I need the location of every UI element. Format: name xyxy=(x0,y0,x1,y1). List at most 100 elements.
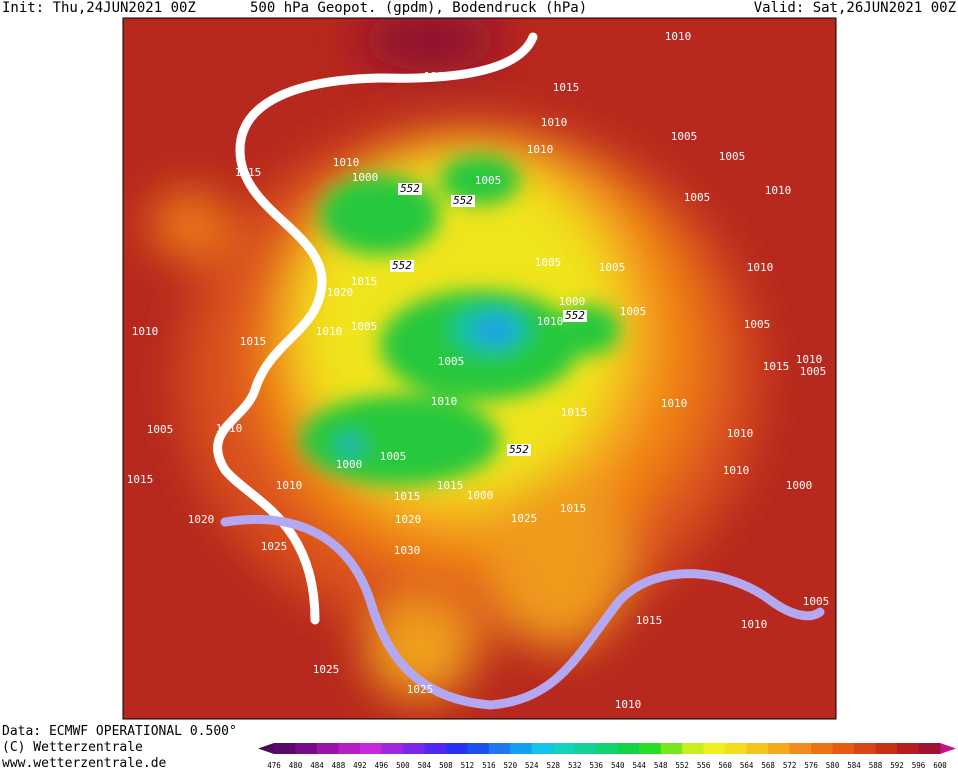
colorbar-label: 560 xyxy=(718,761,732,770)
isobar-label: 1005 xyxy=(684,191,711,204)
isobar-label: 1010 xyxy=(527,143,554,156)
isobar-label: 1005 xyxy=(475,174,502,187)
website: www.wetterzentrale.de xyxy=(2,756,167,770)
isobar-label: 1005 xyxy=(535,256,562,269)
colorbar-label: 540 xyxy=(611,761,625,770)
isobar-label: 1010 xyxy=(431,395,458,408)
map-title: 500 hPa Geopot. (gpdm), Bodendruck (hPa) xyxy=(250,0,587,16)
isobar-label: 1010 xyxy=(537,315,564,328)
isobar-label: 1000 xyxy=(352,171,379,184)
colorbar-label: 580 xyxy=(826,761,840,770)
isobar-label: 1015 xyxy=(561,406,588,419)
colorbar-label: 512 xyxy=(461,761,475,770)
colorbar-label: 600 xyxy=(933,761,947,770)
colorbar-segment xyxy=(553,743,576,754)
isobar-label: 1005 xyxy=(438,355,465,368)
colorbar-label: 528 xyxy=(547,761,561,770)
colorbar-segment xyxy=(617,743,640,754)
isobar-label: 1000 xyxy=(559,295,586,308)
isobar-label: 1005 xyxy=(800,365,827,378)
isobar-label: 1025 xyxy=(313,663,340,676)
isobar-label: 1000 xyxy=(424,70,451,83)
colorbar-label: 576 xyxy=(804,761,818,770)
isobar-label: 1010 xyxy=(216,422,243,435)
isobar-label: 1005 xyxy=(719,150,746,163)
valid-time: Valid: Sat,26JUN2021 00Z xyxy=(754,0,956,16)
colorbar-label: 476 xyxy=(267,761,281,770)
colorbar-label: 572 xyxy=(783,761,797,770)
isobar-label: 1015 xyxy=(560,502,587,515)
height-label-box xyxy=(451,195,475,207)
colorbar-segment xyxy=(274,743,296,754)
colorbar-arrow-right xyxy=(940,743,956,754)
isobar-label: 1025 xyxy=(511,512,538,525)
colorbar-segment xyxy=(338,743,361,754)
colorbar-segment xyxy=(639,743,662,754)
isobar-label: 1015 xyxy=(240,335,267,348)
colorbar-segment xyxy=(746,743,769,754)
colorbar-label: 492 xyxy=(353,761,367,770)
isobar-label: 1015 xyxy=(763,360,790,373)
colorbar-segment xyxy=(381,743,404,754)
isobar-label: 1005 xyxy=(147,423,174,436)
isobar-label: 1000 xyxy=(786,479,813,492)
colorbar-segment xyxy=(918,743,941,754)
isobar-label: 1020 xyxy=(395,513,422,526)
copyright: (C) Wetterzentrale xyxy=(2,740,143,755)
colorbar-segment xyxy=(445,743,468,754)
isobar-label: 1010 xyxy=(796,353,823,366)
colorbar-label: 556 xyxy=(697,761,711,770)
height-label: 552 xyxy=(400,182,420,195)
isobar-label: 1010 xyxy=(741,618,768,631)
isobar-label: 1005 xyxy=(803,595,830,608)
height-label-box xyxy=(398,183,422,195)
data-source: Data: ECMWF OPERATIONAL 0.500° xyxy=(2,724,237,739)
colorbar-segment xyxy=(596,743,619,754)
isobar-label: 1015 xyxy=(235,166,262,179)
colorbar-segment xyxy=(703,743,726,754)
colorbar-label: 480 xyxy=(289,761,303,770)
colorbar-segment xyxy=(359,743,382,754)
isobar-label: 1015 xyxy=(351,275,378,288)
isobar-label: 1005 xyxy=(671,130,698,143)
colorbar-label: 552 xyxy=(675,761,689,770)
isobar-label: 1000 xyxy=(467,489,494,502)
colorbar-segment xyxy=(789,743,812,754)
map-area xyxy=(123,18,836,719)
isobar-label: 1010 xyxy=(723,464,750,477)
isobar-label: 1005 xyxy=(599,261,626,274)
colorbar-segment xyxy=(574,743,597,754)
height-label: 552 xyxy=(565,309,585,322)
isobar-label: 1015 xyxy=(394,490,421,503)
colorbar-segment xyxy=(510,743,533,754)
colorbar-label: 496 xyxy=(375,761,389,770)
isobar-label: 1010 xyxy=(276,479,303,492)
isobar-label: 1010 xyxy=(615,698,642,711)
colorbar-segment xyxy=(832,743,855,754)
colorbar-label: 500 xyxy=(396,761,410,770)
map-frame xyxy=(122,17,837,720)
colorbar-segment xyxy=(811,743,834,754)
colorbar-segment xyxy=(402,743,425,754)
height-label: 552 xyxy=(509,443,529,456)
colorbar-label: 484 xyxy=(310,761,324,770)
colorbar-segment xyxy=(660,743,683,754)
colorbar-label: 584 xyxy=(847,761,861,770)
isobar-label: 1010 xyxy=(665,30,692,43)
low-height-field xyxy=(300,155,620,485)
colorbar-label: 516 xyxy=(482,761,496,770)
colorbar-label: 588 xyxy=(869,761,883,770)
colorbar-segment xyxy=(897,743,920,754)
isobar-label: 1010 xyxy=(333,156,360,169)
isobar-label: 1010 xyxy=(541,116,568,129)
colorbar-label: 596 xyxy=(912,761,926,770)
isobar-label: 1015 xyxy=(127,473,154,486)
colorbar-segment xyxy=(488,743,511,754)
isobar-label: 1020 xyxy=(327,286,354,299)
isobar-label: 1000 xyxy=(336,458,363,471)
colorbar-label: 504 xyxy=(418,761,432,770)
colorbar-label: 548 xyxy=(654,761,668,770)
colorbar-label: 524 xyxy=(525,761,539,770)
colorbar-segment xyxy=(316,743,339,754)
